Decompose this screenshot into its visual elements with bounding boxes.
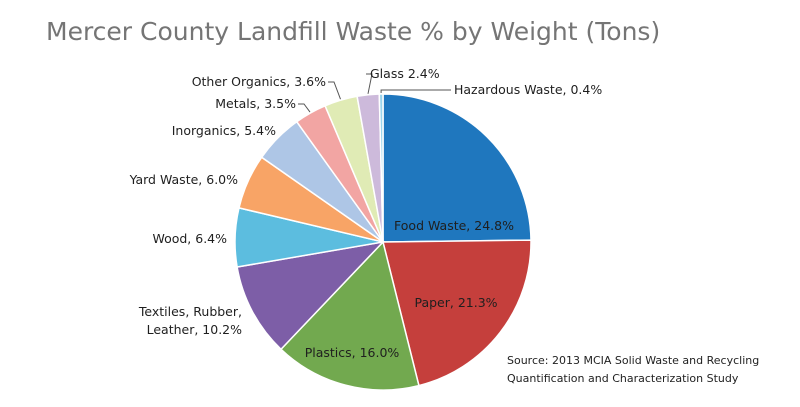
pie-slice-food-waste: [382, 93, 532, 243]
slice-label-glass: Glass 2.4%: [370, 66, 440, 81]
pie-slice-hazardous-waste: [378, 93, 384, 243]
pie-slice-plastics: [279, 240, 420, 391]
leader-line-metals: [298, 103, 311, 113]
slice-label-other-organics: Other Organics, 3.6%: [192, 74, 326, 89]
leader-line-other-organics: [328, 81, 341, 100]
leader-line-hazardous-waste: [380, 89, 451, 93]
slice-label-food-waste: Food Waste, 24.8%: [394, 218, 514, 233]
pie-slices: [234, 93, 532, 391]
slice-label-inorganics: Inorganics, 5.4%: [172, 123, 276, 138]
slice-label-textiles-line1: Textiles, Rubber,: [138, 304, 242, 319]
slice-label-textiles-line2: Leather, 10.2%: [147, 322, 243, 337]
slice-label-wood: Wood, 6.4%: [152, 231, 227, 246]
source-note-line1: Source: 2013 MCIA Solid Waste and Recycl…: [507, 354, 759, 367]
leader-lines: [298, 73, 451, 113]
source-note-line2: Quantification and Characterization Stud…: [507, 372, 739, 385]
slice-label-hazardous-waste: Hazardous Waste, 0.4%: [454, 82, 602, 97]
leader-line-glass: [366, 73, 373, 94]
pie-slice-paper: [382, 239, 532, 387]
slice-label-yard-waste: Yard Waste, 6.0%: [129, 172, 239, 187]
slice-label-plastics: Plastics, 16.0%: [305, 345, 400, 360]
chart-title: Mercer County Landfill Waste % by Weight…: [46, 17, 660, 46]
pie-slice-textiles-rubber-leather: [236, 240, 386, 351]
slice-label-paper: Paper, 21.3%: [414, 295, 497, 310]
slice-label-metals: Metals, 3.5%: [215, 96, 296, 111]
